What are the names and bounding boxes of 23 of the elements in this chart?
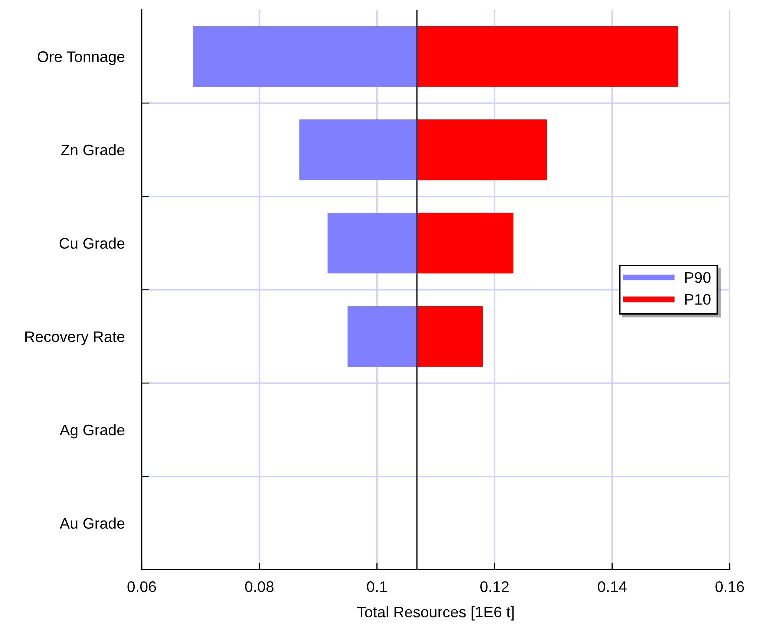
bar	[348, 306, 418, 367]
x-tick-label: 0.1	[367, 582, 388, 592]
y-tick-label: Recovery Rate	[26, 332, 125, 346]
y-tick-label: Ag Grade	[60, 424, 125, 439]
bar	[417, 213, 514, 274]
bar	[417, 26, 678, 87]
y-tick-label: Au Grade	[60, 518, 125, 530]
bar	[300, 120, 418, 180]
x-axis-title: Total Resources [1E6 t]	[357, 606, 514, 621]
x-tick-label: 0.08	[245, 582, 274, 592]
y-tick-label: Cu Grade	[60, 238, 125, 250]
y-tick-label: Zn Grade	[61, 144, 125, 156]
x-tick-label: 0.16	[716, 582, 744, 592]
x-tick-label: 0.06	[128, 582, 156, 592]
bar	[417, 120, 548, 180]
x-tick-label: 0.12	[480, 582, 509, 592]
bar	[193, 26, 418, 87]
x-tick-label: 0.14	[598, 582, 627, 592]
y-tick-label: Ore Tonnage	[38, 52, 125, 66]
bar	[417, 306, 484, 367]
legend-label: P90	[685, 272, 711, 284]
bar	[328, 213, 418, 274]
legend-label: P10	[685, 294, 711, 306]
